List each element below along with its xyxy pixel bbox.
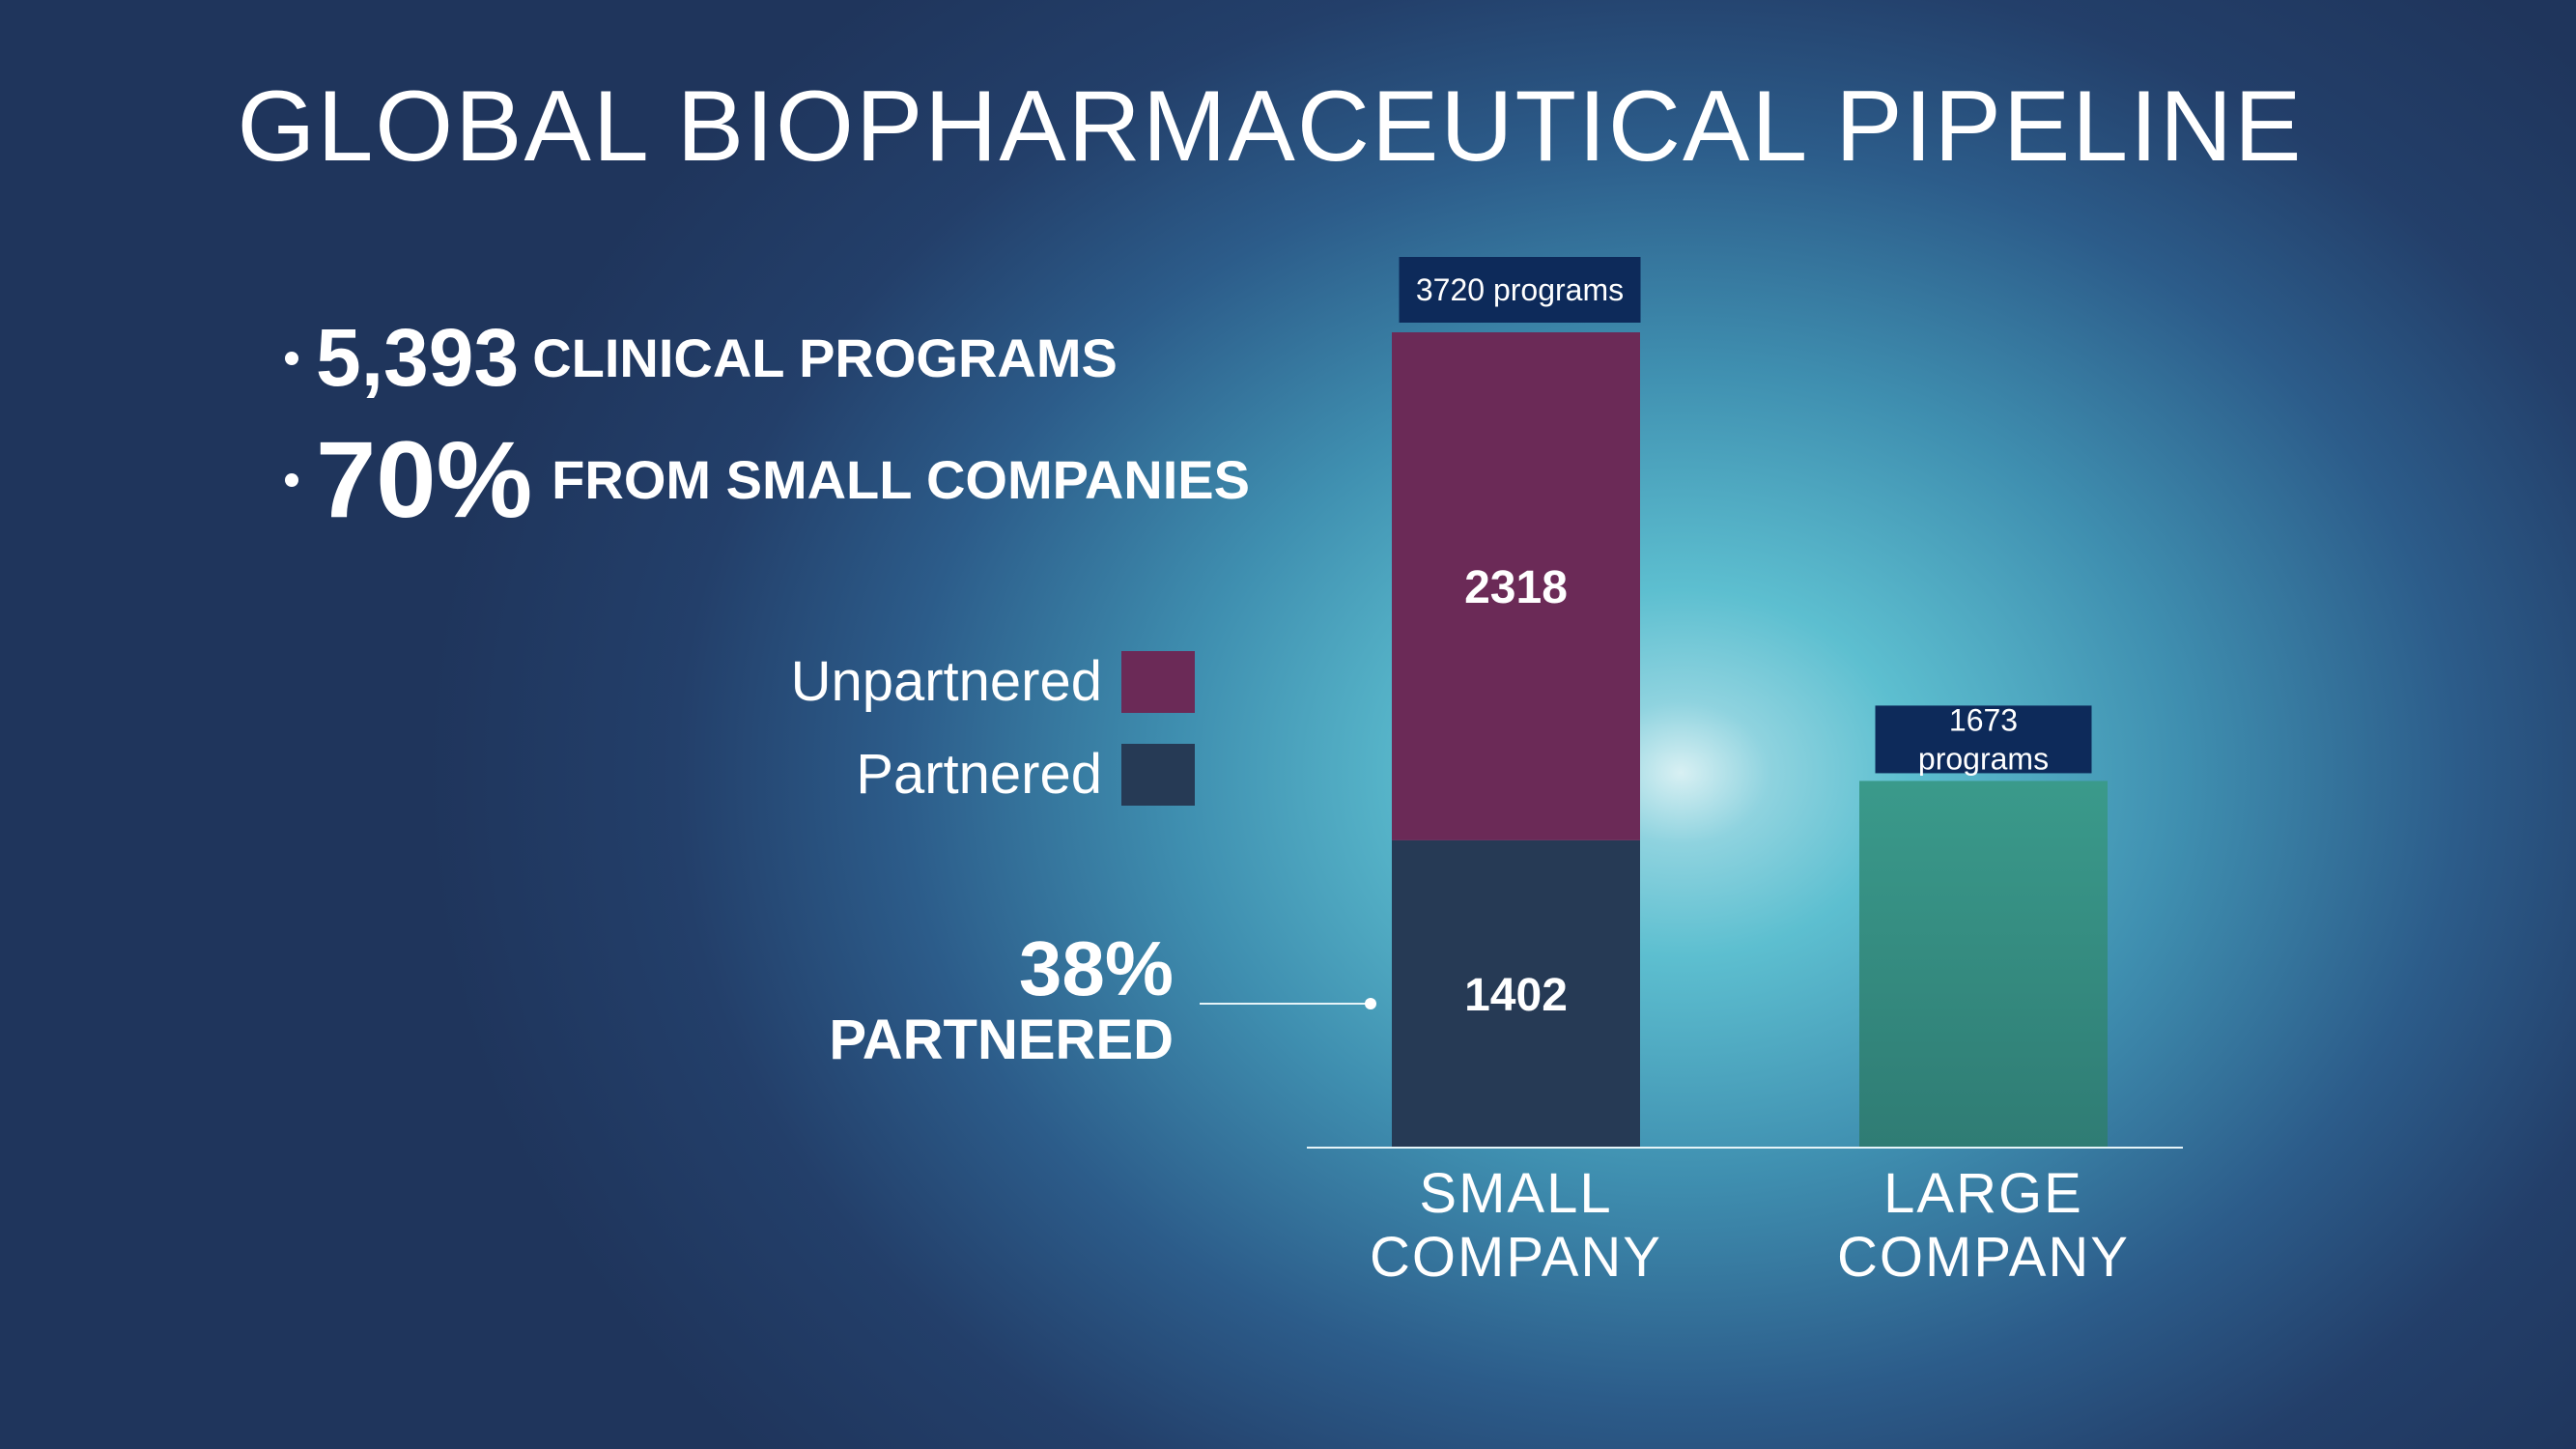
legend-label: Unpartnered <box>790 650 1102 713</box>
annotation-percent: 38% <box>1018 925 1174 1011</box>
total-label-box <box>1875 705 2092 774</box>
category-label: LARGE <box>1883 1162 2083 1225</box>
partnered-annotation: 38% PARTNERED <box>829 927 1174 1070</box>
bullet-big-number: 5,393 <box>316 312 520 403</box>
bullet-text: FROM SMALL COMPANIES <box>552 449 1250 510</box>
bullet-clinical-programs: 5,393 CLINICAL PROGRAMS <box>285 311 1118 405</box>
bar-small-unpartnered <box>1392 332 1640 840</box>
bullet-text: CLINICAL PROGRAMS <box>532 327 1118 388</box>
legend-label: Partnered <box>856 743 1102 806</box>
bar-value-label: 1402 <box>1464 970 1568 1021</box>
page-title: GLOBAL BIOPHARMACEUTICAL PIPELINE <box>237 71 2304 183</box>
category-label: COMPANY <box>1837 1226 2130 1289</box>
legend-swatch-partnered <box>1121 743 1195 806</box>
legend-swatch-unpartnered <box>1121 650 1195 713</box>
annotation-leader-line <box>1200 1003 1370 1005</box>
legend-item-unpartnered: Unpartnered <box>791 649 1195 714</box>
bullet-dot-icon <box>285 351 298 365</box>
bar-value-label: 2318 <box>1464 562 1568 613</box>
total-label-text: 3720 programs <box>1416 272 1624 307</box>
bullet-small-companies: 70% FROM SMALL COMPANIES <box>285 417 1250 542</box>
bullet-big-number: 70% <box>316 419 533 540</box>
category-label: SMALL <box>1419 1162 1612 1225</box>
bar-large-company <box>1859 781 2108 1148</box>
total-label-text: programs <box>1918 741 2049 776</box>
total-label-text: 1673 <box>1949 702 2018 737</box>
legend-item-partnered: Partnered <box>856 742 1195 807</box>
bar-small-partnered <box>1392 839 1640 1148</box>
annotation-leader-dot <box>1365 998 1376 1009</box>
bullet-dot-icon <box>285 472 298 487</box>
category-label: COMPANY <box>1370 1226 1662 1289</box>
total-label-box <box>1399 257 1641 323</box>
annotation-label: PARTNERED <box>829 1009 1174 1071</box>
